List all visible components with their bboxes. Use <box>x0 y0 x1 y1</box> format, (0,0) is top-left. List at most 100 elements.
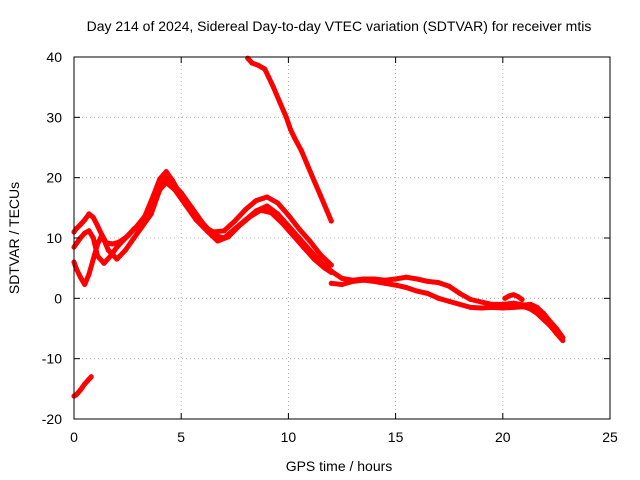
data-point <box>73 226 79 232</box>
x-tick-label: 5 <box>177 429 185 445</box>
data-point <box>277 99 283 105</box>
data-point <box>131 226 137 232</box>
data-point <box>232 226 238 232</box>
y-tick-label: 20 <box>46 170 62 186</box>
data-point <box>541 316 546 322</box>
data-point <box>318 259 324 265</box>
data-point <box>328 268 334 274</box>
y-tick-label: -10 <box>42 351 62 367</box>
data-point <box>457 291 463 296</box>
series-trace <box>71 175 334 287</box>
data-point <box>253 198 259 204</box>
series-track-3 <box>71 175 334 287</box>
data-point <box>307 238 313 244</box>
data-point <box>73 265 79 271</box>
data-point <box>131 235 137 241</box>
data-point <box>393 276 399 282</box>
y-tick-label: 30 <box>46 109 62 125</box>
data-point <box>305 163 311 169</box>
data-point <box>221 235 227 241</box>
data-point <box>285 223 291 229</box>
data-point <box>534 304 540 310</box>
y-tick-label: -20 <box>42 411 62 427</box>
data-point <box>243 207 248 213</box>
data-point <box>189 205 195 211</box>
data-point <box>446 298 452 304</box>
data-point <box>77 274 83 280</box>
series-track-7 <box>328 277 566 344</box>
data-point <box>528 301 534 307</box>
data-point <box>553 330 559 336</box>
ticks <box>73 56 611 420</box>
data-point <box>245 55 251 61</box>
data-point <box>232 218 238 224</box>
data-point <box>318 252 324 258</box>
series-trace <box>245 55 334 224</box>
x-tick-label: 10 <box>281 429 297 445</box>
data-point <box>468 297 474 302</box>
data-point <box>82 282 88 287</box>
y-axis-label: SDTVAR / TECUs <box>6 182 22 294</box>
grid <box>74 57 610 419</box>
data-point <box>123 247 128 253</box>
data-point <box>324 208 330 214</box>
data-point <box>328 218 334 224</box>
y-tick-label: 10 <box>46 230 62 246</box>
x-tick-labels: 0 5 10 15 20 25 <box>70 429 618 445</box>
data-point <box>425 278 431 284</box>
data-point <box>86 228 92 234</box>
data-point <box>500 305 506 311</box>
data-point <box>560 338 566 344</box>
data-point <box>178 190 184 196</box>
data-point <box>382 280 388 286</box>
data-point <box>425 291 431 296</box>
data-point <box>318 193 324 199</box>
series-track-2 <box>71 180 334 275</box>
data-point <box>506 293 512 299</box>
data-point <box>243 217 248 223</box>
data-point <box>307 247 313 253</box>
data-point <box>414 288 420 294</box>
data-marks <box>71 55 566 399</box>
data-point <box>275 200 281 206</box>
data-point <box>88 374 94 380</box>
data-point <box>414 276 420 282</box>
data-point <box>163 169 169 175</box>
chart-title: Day 214 of 2024, Sidereal Day-to-day VTE… <box>87 18 592 34</box>
data-point <box>105 247 111 253</box>
x-axis-label: GPS time / hours <box>286 458 393 474</box>
data-point <box>140 223 146 229</box>
data-point <box>264 203 270 209</box>
data-point <box>77 222 83 228</box>
data-point <box>515 294 521 299</box>
data-point <box>266 75 272 81</box>
data-point <box>210 232 216 238</box>
x-tick-label: 25 <box>602 429 618 445</box>
data-point <box>541 310 546 316</box>
data-point <box>264 194 270 200</box>
data-point <box>170 181 176 187</box>
data-point <box>99 232 105 238</box>
data-point <box>163 175 169 181</box>
data-point <box>478 305 484 311</box>
data-point <box>511 292 516 298</box>
data-point <box>95 241 101 247</box>
data-point <box>90 256 96 262</box>
data-point <box>255 62 261 68</box>
data-point <box>371 278 377 284</box>
data-point <box>339 282 345 287</box>
data-point <box>86 211 92 217</box>
data-point <box>534 310 540 316</box>
data-point <box>90 235 96 241</box>
data-point <box>328 262 334 268</box>
data-point <box>253 208 259 214</box>
data-point <box>521 304 527 310</box>
series-track-8 <box>502 292 525 302</box>
data-point <box>296 235 302 241</box>
data-point <box>403 285 409 290</box>
data-point <box>393 282 399 288</box>
x-tick-label: 0 <box>70 429 78 445</box>
data-point <box>288 126 293 132</box>
x-tick-label: 20 <box>495 429 511 445</box>
